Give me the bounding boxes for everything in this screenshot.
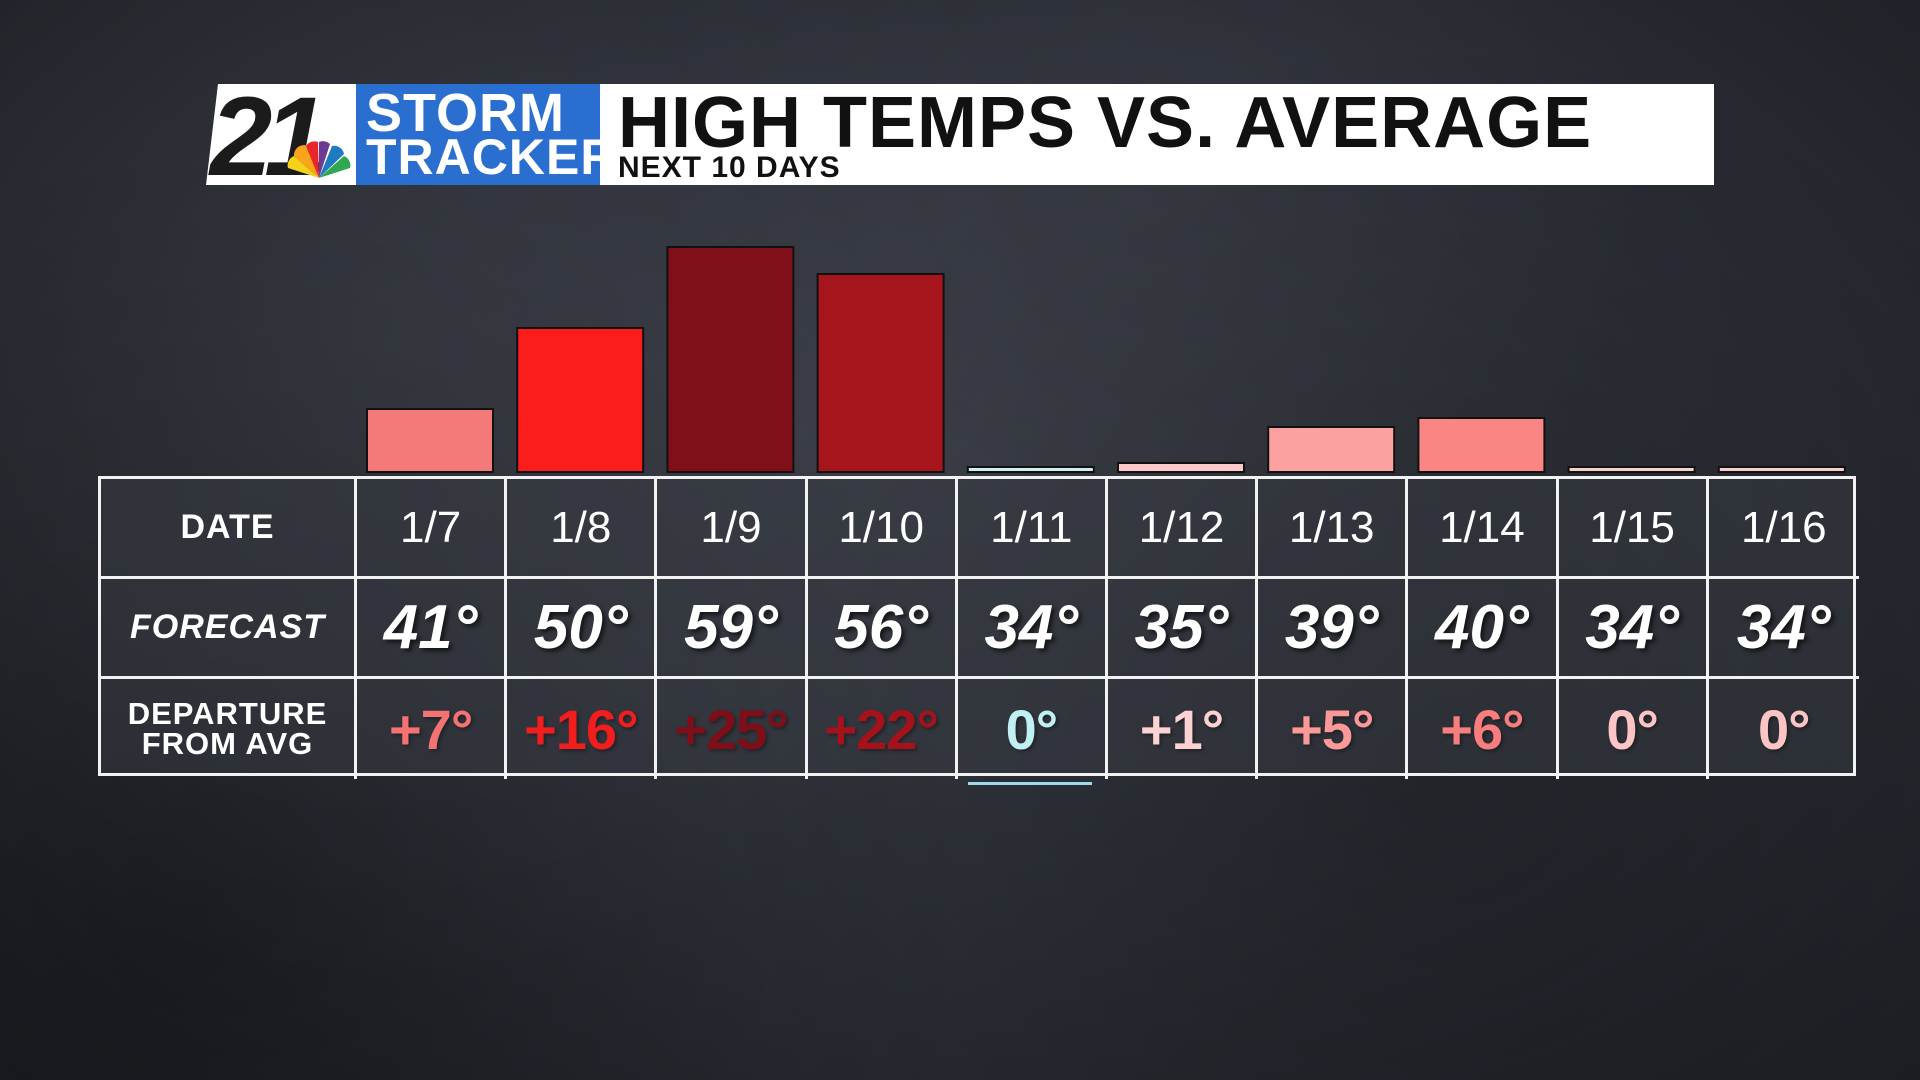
bar-1-10 <box>816 273 945 473</box>
logo-line-storm: STORM <box>366 83 566 143</box>
forecast-cell: 34° <box>1708 579 1859 679</box>
row-label-departure: DEPARTURE FROM AVG <box>101 679 357 779</box>
forecast-cell: 50° <box>507 579 658 679</box>
departure-cell: +22° <box>808 679 958 779</box>
bar-1-15 <box>1567 466 1696 473</box>
date-cell: 1/11 <box>957 479 1108 579</box>
forecast-cell: 39° <box>1258 579 1409 679</box>
bar-1-16 <box>1717 466 1846 473</box>
date-cell: 1/10 <box>807 479 958 579</box>
bar-1-14 <box>1417 417 1546 473</box>
forecast-cell: 35° <box>1107 579 1259 679</box>
forecast-cell: 41° <box>357 579 508 679</box>
accent-underline <box>968 782 1092 785</box>
forecast-cell: 40° <box>1408 579 1559 679</box>
departure-cell: 0° <box>1758 697 1811 761</box>
departure-cell: +6° <box>1408 679 1559 779</box>
forecast-cell: 56° <box>807 579 958 679</box>
date-cell: 1/13 <box>1258 479 1409 579</box>
date-cell: 1/16 <box>1708 479 1859 579</box>
bar-1-8 <box>516 327 645 473</box>
row-label-forecast: FORECAST <box>101 579 357 679</box>
forecast-cell: 34° <box>1558 579 1709 679</box>
departure-cell: +25° <box>657 679 808 779</box>
date-cell: 1/15 <box>1558 479 1709 579</box>
bar-1-11 <box>966 466 1095 473</box>
forecast-cell: 34° <box>957 579 1108 679</box>
departure-cell: +1° <box>1108 679 1259 779</box>
page-title: HIGH TEMPS VS. AVERAGE <box>618 83 1593 163</box>
departure-cell: +7° <box>357 679 508 779</box>
title-box: HIGH TEMPS VS. AVERAGE NEXT 10 DAYS <box>600 84 1714 185</box>
bar-1-13 <box>1267 426 1396 473</box>
forecast-cell: 59° <box>657 579 808 679</box>
row-label-departure-line2: FROM AVG <box>141 726 314 761</box>
departure-cell: 0° <box>958 679 1108 779</box>
row-label-date: DATE <box>101 479 357 579</box>
row-label-departure-line1: DEPARTURE <box>127 696 328 731</box>
forecast-table: DATE 1/7 1/8 1/9 1/10 1/11 1/12 1/13 1/1… <box>98 476 1859 779</box>
peacock-icon <box>287 141 351 178</box>
date-cell: 1/7 <box>357 479 508 579</box>
logo-line-tracker: TRACKER <box>366 129 618 185</box>
bar-1-12 <box>1117 462 1245 473</box>
departure-cell: 0° <box>1559 679 1709 779</box>
departure-cell: +5° <box>1258 679 1409 779</box>
header-banner: 21 STORM TRACKER HIGH TEMPS VS. AVERAGE … <box>206 84 1714 185</box>
date-cell: 1/9 <box>657 479 808 579</box>
station-logo: 21 <box>206 84 356 185</box>
date-cell: 1/8 <box>507 479 658 579</box>
bar-1-7 <box>366 408 494 473</box>
date-cell: 1/12 <box>1107 479 1259 579</box>
storm-tracker-logo: STORM TRACKER <box>356 83 616 185</box>
departure-cell: +16° <box>507 679 658 779</box>
bar-1-9 <box>666 246 795 473</box>
page-subtitle: NEXT 10 DAYS <box>618 151 841 184</box>
date-cell: 1/14 <box>1408 479 1559 579</box>
